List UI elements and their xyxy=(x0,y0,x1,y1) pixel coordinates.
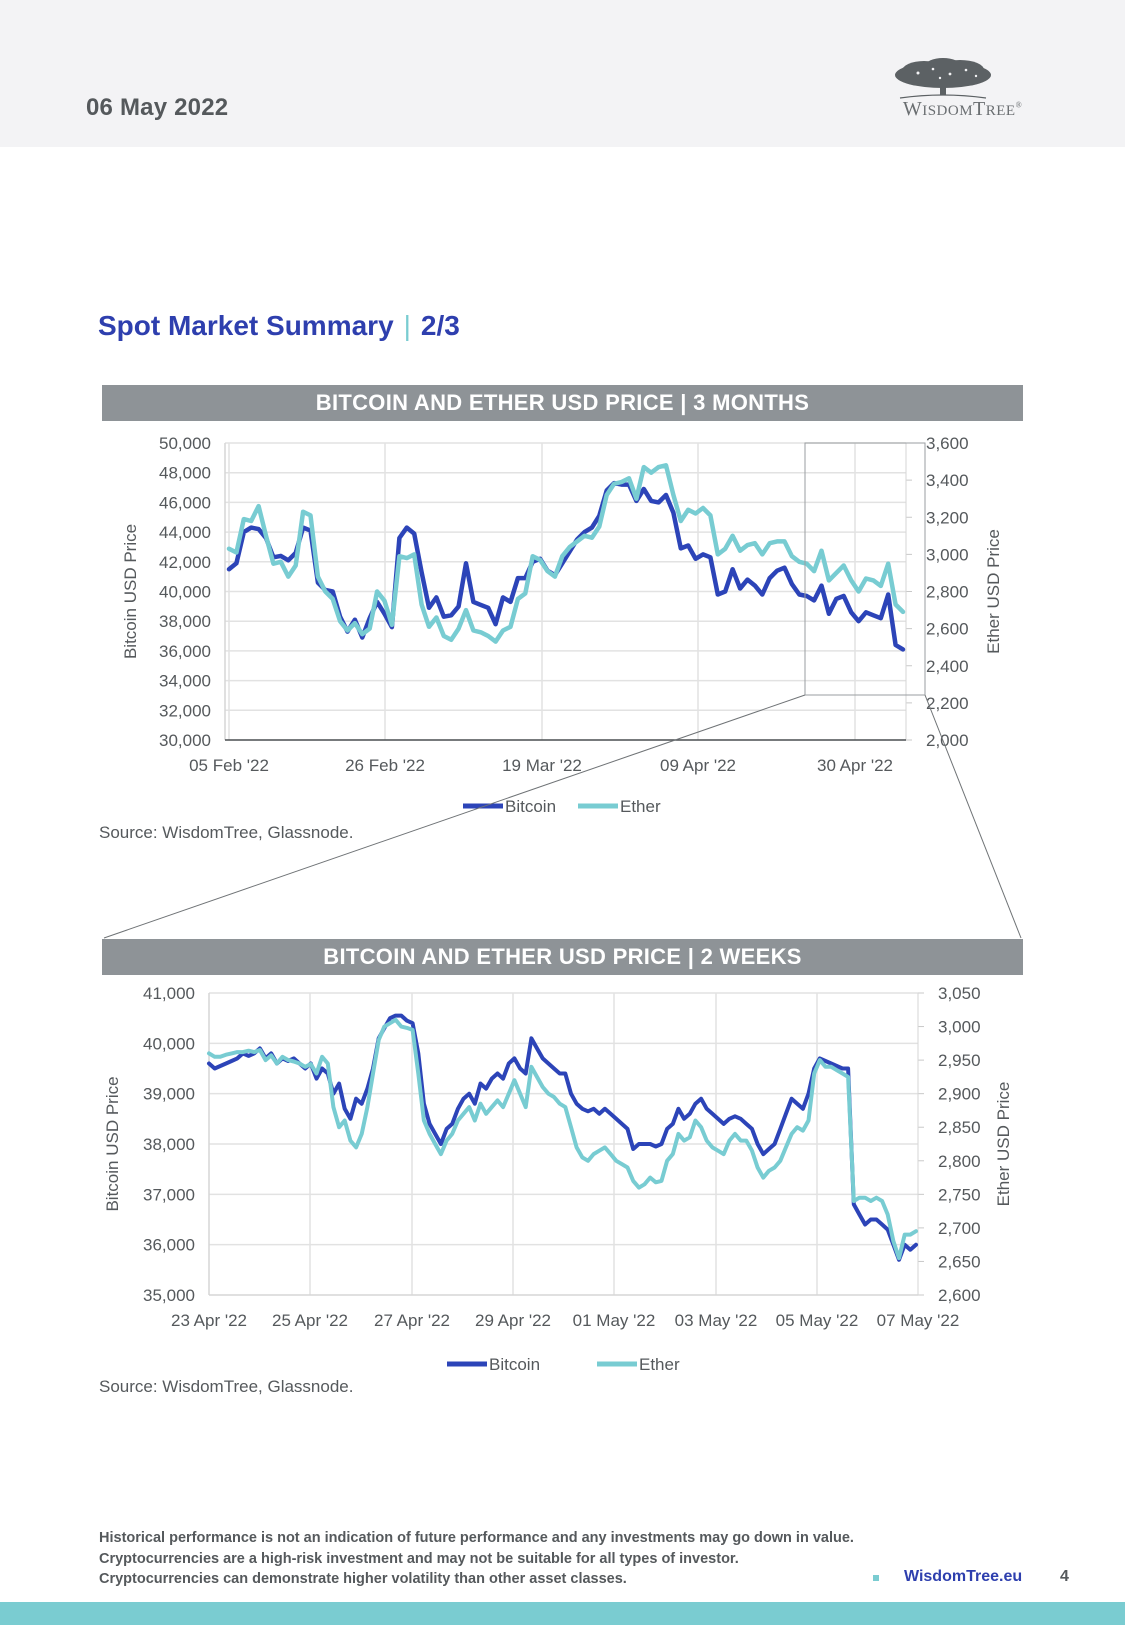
y-tick-label: 38,000 xyxy=(143,1135,195,1154)
x-tick-label: 30 Apr '22 xyxy=(817,756,893,775)
y2-axis-title: Ether USD Price xyxy=(984,529,1003,654)
y-tick-label: 41,000 xyxy=(143,984,195,1003)
section-title: Spot Market Summary | 2/3 xyxy=(98,310,460,341)
y-tick-label: 40,000 xyxy=(159,583,211,602)
y2-tick-label: 3,600 xyxy=(926,434,969,453)
y2-axis-title: Ether USD Price xyxy=(994,1082,1013,1207)
x-tick-label: 01 May '22 xyxy=(573,1311,656,1330)
chart2-source: Source: WisdomTree, Glassnode. xyxy=(99,1377,354,1396)
y2-tick-label: 2,900 xyxy=(938,1085,981,1104)
wisdomtree-logo: WISDOMTREE® xyxy=(880,58,1060,130)
report-date: 06 May 2022 xyxy=(86,94,229,121)
y2-tick-label: 2,600 xyxy=(926,620,969,639)
chart2-2-weeks: 41,000 40,000 39,000 38,000 37,000 36,000 35,0… xyxy=(103,984,1013,1374)
y2-tick-label: 3,000 xyxy=(926,545,969,564)
y-tick-label: 37,000 xyxy=(143,1185,195,1204)
y2-tick-label: 3,000 xyxy=(938,1018,981,1037)
disclaimer-line: Historical performance is not an indicat… xyxy=(99,1530,854,1546)
y2-tick-label: 2,600 xyxy=(938,1286,981,1305)
y-tick-label: 50,000 xyxy=(159,434,211,453)
chart1-header: BITCOIN AND ETHER USD PRICE | 3 MONTHS xyxy=(102,385,1023,421)
y-axis-title: Bitcoin USD Price xyxy=(103,1076,122,1211)
x-tick-label: 07 May '22 xyxy=(877,1311,960,1330)
y2-tick-label: 2,800 xyxy=(938,1152,981,1171)
legend-label-ether: Ether xyxy=(639,1355,680,1374)
series-line-ether xyxy=(207,1017,918,1261)
page-number: 4 xyxy=(1060,1568,1069,1585)
y2-tick-label: 2,950 xyxy=(938,1051,981,1070)
x-tick-label: 23 Apr '22 xyxy=(171,1311,247,1330)
x-tick-label: 25 Apr '22 xyxy=(272,1311,348,1330)
x-tick-label: 03 May '22 xyxy=(675,1311,758,1330)
y-tick-label: 40,000 xyxy=(143,1034,195,1053)
y2-tick-label: 2,700 xyxy=(938,1219,981,1238)
y-tick-label: 34,000 xyxy=(159,672,211,691)
y2-tick-label: 2,750 xyxy=(938,1185,981,1204)
y-tick-label: 39,000 xyxy=(143,1085,195,1104)
y2-tick-label: 3,200 xyxy=(926,508,969,527)
y2-tick-label: 3,050 xyxy=(938,984,981,1003)
y-tick-label: 48,000 xyxy=(159,464,211,483)
x-tick-label: 05 May '22 xyxy=(776,1311,859,1330)
y-tick-label: 42,000 xyxy=(159,553,211,572)
bullet-icon xyxy=(873,1575,879,1581)
y-tick-label: 46,000 xyxy=(159,493,211,512)
y-tick-label: 35,000 xyxy=(143,1286,195,1305)
logo-wordmark: WISDOMTREE® xyxy=(902,98,1023,120)
y2-tick-label: 2,400 xyxy=(926,657,969,676)
x-tick-label: 29 Apr '22 xyxy=(475,1311,551,1330)
x-tick-label: 27 Apr '22 xyxy=(374,1311,450,1330)
bottom-band xyxy=(0,1602,1125,1625)
y-axis-title: Bitcoin USD Price xyxy=(121,524,140,659)
y2-tick-label: 2,800 xyxy=(926,583,969,602)
website-link[interactable]: WisdomTree.eu xyxy=(904,1568,1023,1585)
y-tick-label: 36,000 xyxy=(159,642,211,661)
tree-icon xyxy=(895,58,991,99)
y-tick-label: 44,000 xyxy=(159,523,211,542)
disclaimer-line: Cryptocurrencies can demonstrate higher … xyxy=(99,1571,627,1587)
y-tick-label: 38,000 xyxy=(159,612,211,631)
disclaimer-line: Cryptocurrencies are a high-risk investm… xyxy=(99,1550,739,1567)
series-line-bitcoin xyxy=(207,1013,918,1262)
chart2-header: BITCOIN AND ETHER USD PRICE | 2 WEEKS xyxy=(102,939,1023,975)
legend-label-bitcoin: Bitcoin xyxy=(489,1355,540,1374)
disclaimer: Historical performance is not an indicat… xyxy=(99,1528,854,1590)
y2-tick-label: 2,850 xyxy=(938,1118,981,1137)
y2-tick-label: 2,650 xyxy=(938,1252,981,1271)
y2-tick-label: 3,400 xyxy=(926,471,969,490)
series-line-ether xyxy=(226,463,906,644)
y-tick-label: 36,000 xyxy=(143,1236,195,1255)
